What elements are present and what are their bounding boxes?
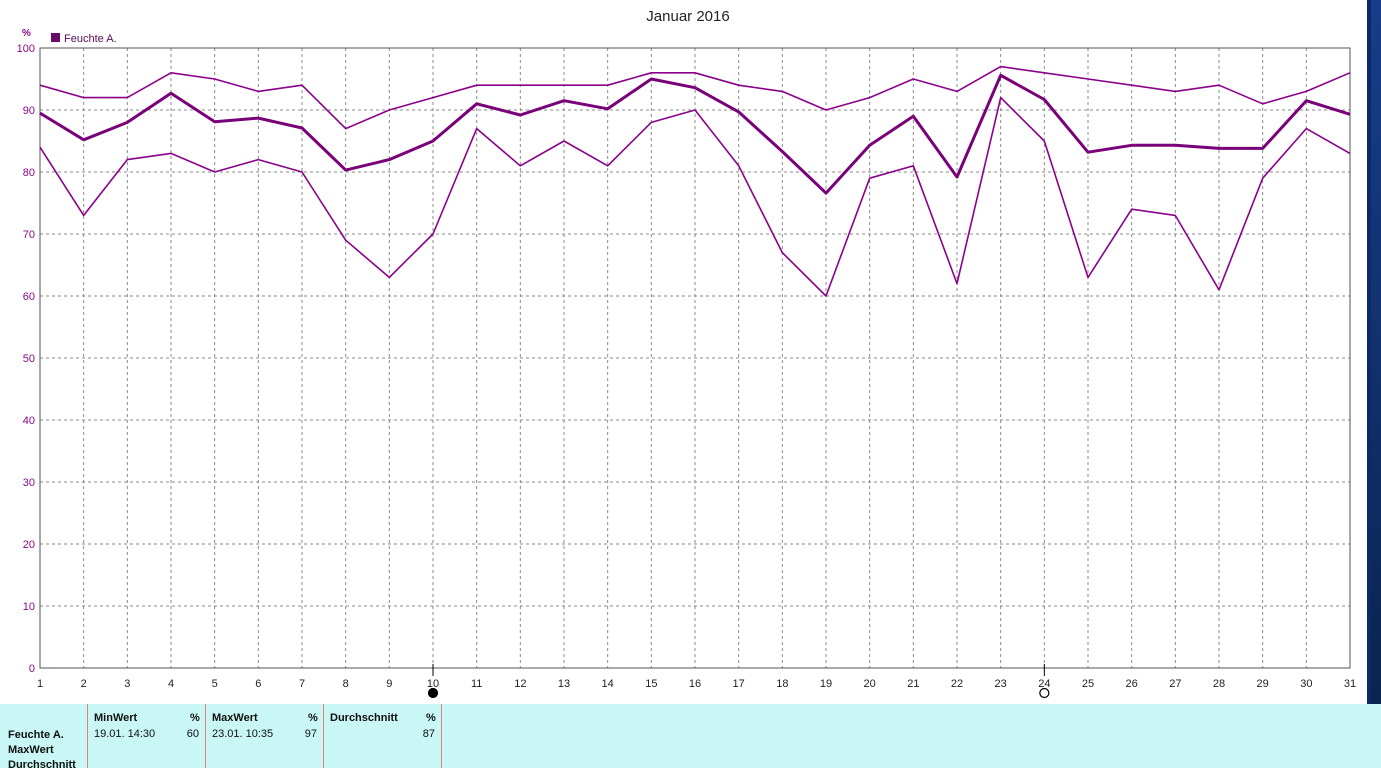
stats-col-minwert: MinWert % 19.01. 14:30 60	[88, 704, 206, 768]
y-axis-ticks: 0 10 20 30 40 50 60 70 80 90 100	[17, 43, 35, 675]
durchschnitt-value: 87	[422, 728, 435, 740]
minwert-date: 19.01. 14:30	[94, 728, 156, 740]
x-tick-label-29: 29	[1257, 678, 1269, 690]
x-tick-label-24: 24	[1038, 678, 1050, 690]
legend-label: Feuchte A.	[64, 33, 117, 45]
maxwert-value: 97	[304, 728, 317, 740]
x-tick-label-27: 27	[1169, 678, 1181, 690]
window-edge-inner	[1371, 0, 1381, 704]
x-tick-label-21: 21	[907, 678, 919, 690]
chart-title: Januar 2016	[646, 8, 729, 25]
x-tick-label-20: 20	[864, 678, 876, 690]
grid-lines	[40, 48, 1350, 668]
minwert-header: MinWert	[94, 712, 138, 724]
x-tick-label-8: 8	[343, 678, 349, 690]
x-tick-label-17: 17	[733, 678, 745, 690]
maxwert-date: 23.01. 10:35	[212, 728, 274, 740]
y-tick-label-90: 90	[23, 105, 35, 117]
x-tick-label-23: 23	[995, 678, 1007, 690]
x-tick-label-18: 18	[776, 678, 788, 690]
x-tick-label-19: 19	[820, 678, 832, 690]
plot-frame	[39, 47, 1351, 669]
x-tick-label-5: 5	[212, 678, 218, 690]
x-tick-label-1: 1	[37, 678, 43, 690]
y-tick-label-70: 70	[23, 229, 35, 241]
x-tick-label-2: 2	[81, 678, 87, 690]
humidity-line-chart: Januar 2016 % Feuchte A. 010203040506070…	[17, 8, 1356, 699]
x-axis-ticks: 1 2 3 4 5 6 7 8 9 10 11 12 13 14 15 16 17 18 19 20 21 22 23 24 2…	[37, 678, 1356, 690]
stats-row-sensor: Feuchte A.	[8, 729, 64, 741]
y-tick-label-30: 30	[23, 477, 35, 489]
x-tick-label-30: 30	[1300, 678, 1312, 690]
stats-row-max: MaxWert	[8, 744, 54, 756]
x-tick-label-28: 28	[1213, 678, 1225, 690]
stats-col-durchschnitt: Durchschnitt % 87	[324, 704, 442, 768]
stats-row-avg: Durchschnitt	[8, 759, 76, 771]
y-unit-label: %	[22, 28, 31, 39]
day-markers[interactable]	[427, 664, 1050, 699]
legend-swatch	[51, 33, 60, 42]
marker-handle-0	[427, 687, 439, 699]
minwert-unit: %	[190, 712, 200, 724]
statistics-panel: Feuchte A. MaxWert Durchschnitt MinWert …	[0, 704, 1381, 771]
x-tick-label-16: 16	[689, 678, 701, 690]
y-tick-label-100: 100	[17, 43, 35, 55]
stats-separator	[87, 704, 88, 768]
y-tick-label-10: 10	[23, 601, 35, 613]
series-line-0	[39, 65, 1351, 130]
durchschnitt-header: Durchschnitt	[330, 712, 398, 724]
maxwert-unit: %	[308, 712, 318, 724]
x-tick-label-15: 15	[645, 678, 657, 690]
series-line-1	[39, 73, 1351, 195]
x-tick-label-12: 12	[514, 678, 526, 690]
stats-col-maxwert: MaxWert % 23.01. 10:35 97	[206, 704, 324, 768]
x-tick-label-3: 3	[124, 678, 130, 690]
y-tick-label-60: 60	[23, 291, 35, 303]
y-tick-label-0: 0	[29, 663, 35, 675]
series-line-2	[39, 96, 1351, 297]
x-tick-label-14: 14	[602, 678, 614, 690]
x-tick-label-4: 4	[168, 678, 174, 690]
marker-handle-1	[1039, 687, 1050, 699]
stats-row-labels: Feuchte A. MaxWert Durchschnitt	[8, 728, 76, 773]
series-lines	[39, 65, 1351, 297]
x-tick-label-6: 6	[255, 678, 261, 690]
y-tick-label-20: 20	[23, 539, 35, 551]
x-tick-label-26: 26	[1126, 678, 1138, 690]
y-tick-label-40: 40	[23, 415, 35, 427]
x-tick-label-22: 22	[951, 678, 963, 690]
y-tick-label-50: 50	[23, 353, 35, 365]
durchschnitt-unit: %	[426, 712, 436, 724]
x-tick-label-11: 11	[471, 678, 482, 690]
y-tick-label-80: 80	[23, 167, 35, 179]
minwert-value: 60	[186, 728, 199, 740]
x-tick-label-25: 25	[1082, 678, 1094, 690]
maxwert-header: MaxWert	[212, 712, 258, 724]
x-tick-label-10: 10	[427, 678, 439, 690]
x-tick-label-9: 9	[386, 678, 392, 690]
x-tick-label-13: 13	[558, 678, 570, 690]
x-tick-label-7: 7	[299, 678, 305, 690]
x-tick-label-31: 31	[1344, 678, 1356, 690]
